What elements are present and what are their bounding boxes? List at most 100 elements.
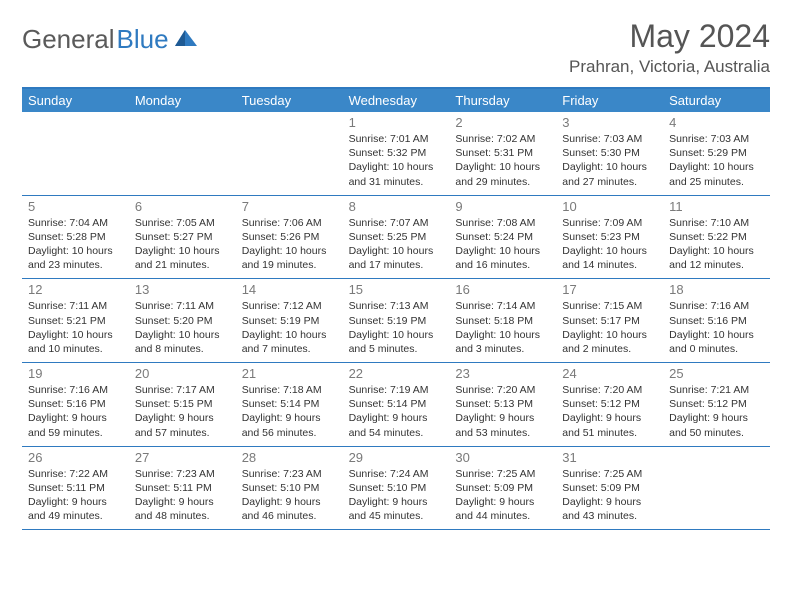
- daylight-text: Daylight: 10 hours and 5 minutes.: [349, 328, 444, 356]
- day-info: Sunrise: 7:14 AMSunset: 5:18 PMDaylight:…: [455, 299, 550, 356]
- daylight-text: Daylight: 10 hours and 31 minutes.: [349, 160, 444, 188]
- daylight-text: Daylight: 10 hours and 7 minutes.: [242, 328, 337, 356]
- day-info: Sunrise: 7:04 AMSunset: 5:28 PMDaylight:…: [28, 216, 123, 273]
- daylight-text: Daylight: 10 hours and 3 minutes.: [455, 328, 550, 356]
- day-number: 1: [349, 115, 444, 130]
- sunset-text: Sunset: 5:25 PM: [349, 230, 444, 244]
- daylight-text: Daylight: 9 hours and 51 minutes.: [562, 411, 657, 439]
- sunrise-text: Sunrise: 7:25 AM: [455, 467, 550, 481]
- day-number: 5: [28, 199, 123, 214]
- day-info: Sunrise: 7:11 AMSunset: 5:20 PMDaylight:…: [135, 299, 230, 356]
- sunset-text: Sunset: 5:10 PM: [349, 481, 444, 495]
- day-info: Sunrise: 7:23 AMSunset: 5:11 PMDaylight:…: [135, 467, 230, 524]
- day-info: Sunrise: 7:19 AMSunset: 5:14 PMDaylight:…: [349, 383, 444, 440]
- day-number: 26: [28, 450, 123, 465]
- sunset-text: Sunset: 5:13 PM: [455, 397, 550, 411]
- day-cell: 4Sunrise: 7:03 AMSunset: 5:29 PMDaylight…: [663, 112, 770, 195]
- day-info: Sunrise: 7:15 AMSunset: 5:17 PMDaylight:…: [562, 299, 657, 356]
- day-header: Sunday: [22, 89, 129, 112]
- day-cell: 22Sunrise: 7:19 AMSunset: 5:14 PMDayligh…: [343, 363, 450, 446]
- sunrise-text: Sunrise: 7:23 AM: [135, 467, 230, 481]
- day-cell: [663, 447, 770, 530]
- daylight-text: Daylight: 9 hours and 50 minutes.: [669, 411, 764, 439]
- month-title: May 2024: [569, 18, 770, 55]
- daylight-text: Daylight: 10 hours and 12 minutes.: [669, 244, 764, 272]
- sunset-text: Sunset: 5:18 PM: [455, 314, 550, 328]
- sunset-text: Sunset: 5:11 PM: [135, 481, 230, 495]
- day-number: 21: [242, 366, 337, 381]
- day-cell: 15Sunrise: 7:13 AMSunset: 5:19 PMDayligh…: [343, 279, 450, 362]
- sunrise-text: Sunrise: 7:07 AM: [349, 216, 444, 230]
- sunset-text: Sunset: 5:24 PM: [455, 230, 550, 244]
- sunset-text: Sunset: 5:32 PM: [349, 146, 444, 160]
- day-cell: 13Sunrise: 7:11 AMSunset: 5:20 PMDayligh…: [129, 279, 236, 362]
- day-info: Sunrise: 7:17 AMSunset: 5:15 PMDaylight:…: [135, 383, 230, 440]
- day-cell: 8 Sunrise: 7:07 AMSunset: 5:25 PMDaylight…: [343, 196, 450, 279]
- day-info: Sunrise: 7:03 AMSunset: 5:30 PMDaylight:…: [562, 132, 657, 189]
- day-header: Monday: [129, 89, 236, 112]
- day-cell: 7Sunrise: 7:06 AMSunset: 5:26 PMDaylight…: [236, 196, 343, 279]
- page-header: GeneralBlue May 2024 Prahran, Victoria, …: [22, 18, 770, 77]
- day-number: 20: [135, 366, 230, 381]
- day-info: Sunrise: 7:18 AMSunset: 5:14 PMDaylight:…: [242, 383, 337, 440]
- day-number: 25: [669, 366, 764, 381]
- day-cell: 25 Sunrise: 7:21 AMSunset: 5:12 PMDayligh…: [663, 363, 770, 446]
- daylight-text: Daylight: 9 hours and 45 minutes.: [349, 495, 444, 523]
- weeks-container: 1Sunrise: 7:01 AMSunset: 5:32 PMDaylight…: [22, 112, 770, 530]
- sunset-text: Sunset: 5:09 PM: [455, 481, 550, 495]
- day-cell: 16 Sunrise: 7:14 AMSunset: 5:18 PMDayligh…: [449, 279, 556, 362]
- week-row: 5 Sunrise: 7:04 AMSunset: 5:28 PMDaylight…: [22, 196, 770, 280]
- day-number: 2: [455, 115, 550, 130]
- day-cell: 11Sunrise: 7:10 AMSunset: 5:22 PMDayligh…: [663, 196, 770, 279]
- sunset-text: Sunset: 5:16 PM: [28, 397, 123, 411]
- day-header: Friday: [556, 89, 663, 112]
- day-info: Sunrise: 7:21 AMSunset: 5:12 PMDaylight:…: [669, 383, 764, 440]
- day-cell: 30 Sunrise: 7:25 AMSunset: 5:09 PMDayligh…: [449, 447, 556, 530]
- daylight-text: Daylight: 9 hours and 49 minutes.: [28, 495, 123, 523]
- day-number: 12: [28, 282, 123, 297]
- day-cell: 29Sunrise: 7:24 AMSunset: 5:10 PMDayligh…: [343, 447, 450, 530]
- sunrise-text: Sunrise: 7:15 AM: [562, 299, 657, 313]
- day-info: Sunrise: 7:20 AMSunset: 5:13 PMDaylight:…: [455, 383, 550, 440]
- day-cell: 9Sunrise: 7:08 AMSunset: 5:24 PMDaylight…: [449, 196, 556, 279]
- daylight-text: Daylight: 10 hours and 23 minutes.: [28, 244, 123, 272]
- day-number: 19: [28, 366, 123, 381]
- daylight-text: Daylight: 10 hours and 17 minutes.: [349, 244, 444, 272]
- day-number: 30: [455, 450, 550, 465]
- day-number: 16: [455, 282, 550, 297]
- sunset-text: Sunset: 5:11 PM: [28, 481, 123, 495]
- day-info: Sunrise: 7:25 AMSunset: 5:09 PMDaylight:…: [455, 467, 550, 524]
- day-number: 23: [455, 366, 550, 381]
- logo-text-general: General: [22, 24, 115, 55]
- day-header-row: SundayMondayTuesdayWednesdayThursdayFrid…: [22, 89, 770, 112]
- day-cell: [129, 112, 236, 195]
- logo-sail-icon: [171, 24, 199, 55]
- day-info: Sunrise: 7:02 AMSunset: 5:31 PMDaylight:…: [455, 132, 550, 189]
- sunrise-text: Sunrise: 7:03 AM: [562, 132, 657, 146]
- daylight-text: Daylight: 9 hours and 48 minutes.: [135, 495, 230, 523]
- day-cell: 14 Sunrise: 7:12 AMSunset: 5:19 PMDayligh…: [236, 279, 343, 362]
- day-number: 18: [669, 282, 764, 297]
- daylight-text: Daylight: 10 hours and 21 minutes.: [135, 244, 230, 272]
- day-number: 8: [349, 199, 444, 214]
- day-info: Sunrise: 7:07 AMSunset: 5:25 PMDaylight:…: [349, 216, 444, 273]
- sunset-text: Sunset: 5:20 PM: [135, 314, 230, 328]
- sunrise-text: Sunrise: 7:20 AM: [455, 383, 550, 397]
- day-info: Sunrise: 7:12 AMSunset: 5:19 PMDaylight:…: [242, 299, 337, 356]
- sunrise-text: Sunrise: 7:13 AM: [349, 299, 444, 313]
- sunrise-text: Sunrise: 7:23 AM: [242, 467, 337, 481]
- day-number: 14: [242, 282, 337, 297]
- day-number: 29: [349, 450, 444, 465]
- day-info: Sunrise: 7:06 AMSunset: 5:26 PMDaylight:…: [242, 216, 337, 273]
- sunset-text: Sunset: 5:21 PM: [28, 314, 123, 328]
- day-cell: 1Sunrise: 7:01 AMSunset: 5:32 PMDaylight…: [343, 112, 450, 195]
- sunrise-text: Sunrise: 7:21 AM: [669, 383, 764, 397]
- day-cell: 26Sunrise: 7:22 AMSunset: 5:11 PMDayligh…: [22, 447, 129, 530]
- day-info: Sunrise: 7:11 AMSunset: 5:21 PMDaylight:…: [28, 299, 123, 356]
- day-header: Wednesday: [343, 89, 450, 112]
- daylight-text: Daylight: 10 hours and 10 minutes.: [28, 328, 123, 356]
- daylight-text: Daylight: 10 hours and 25 minutes.: [669, 160, 764, 188]
- daylight-text: Daylight: 9 hours and 43 minutes.: [562, 495, 657, 523]
- day-number: 11: [669, 199, 764, 214]
- daylight-text: Daylight: 9 hours and 53 minutes.: [455, 411, 550, 439]
